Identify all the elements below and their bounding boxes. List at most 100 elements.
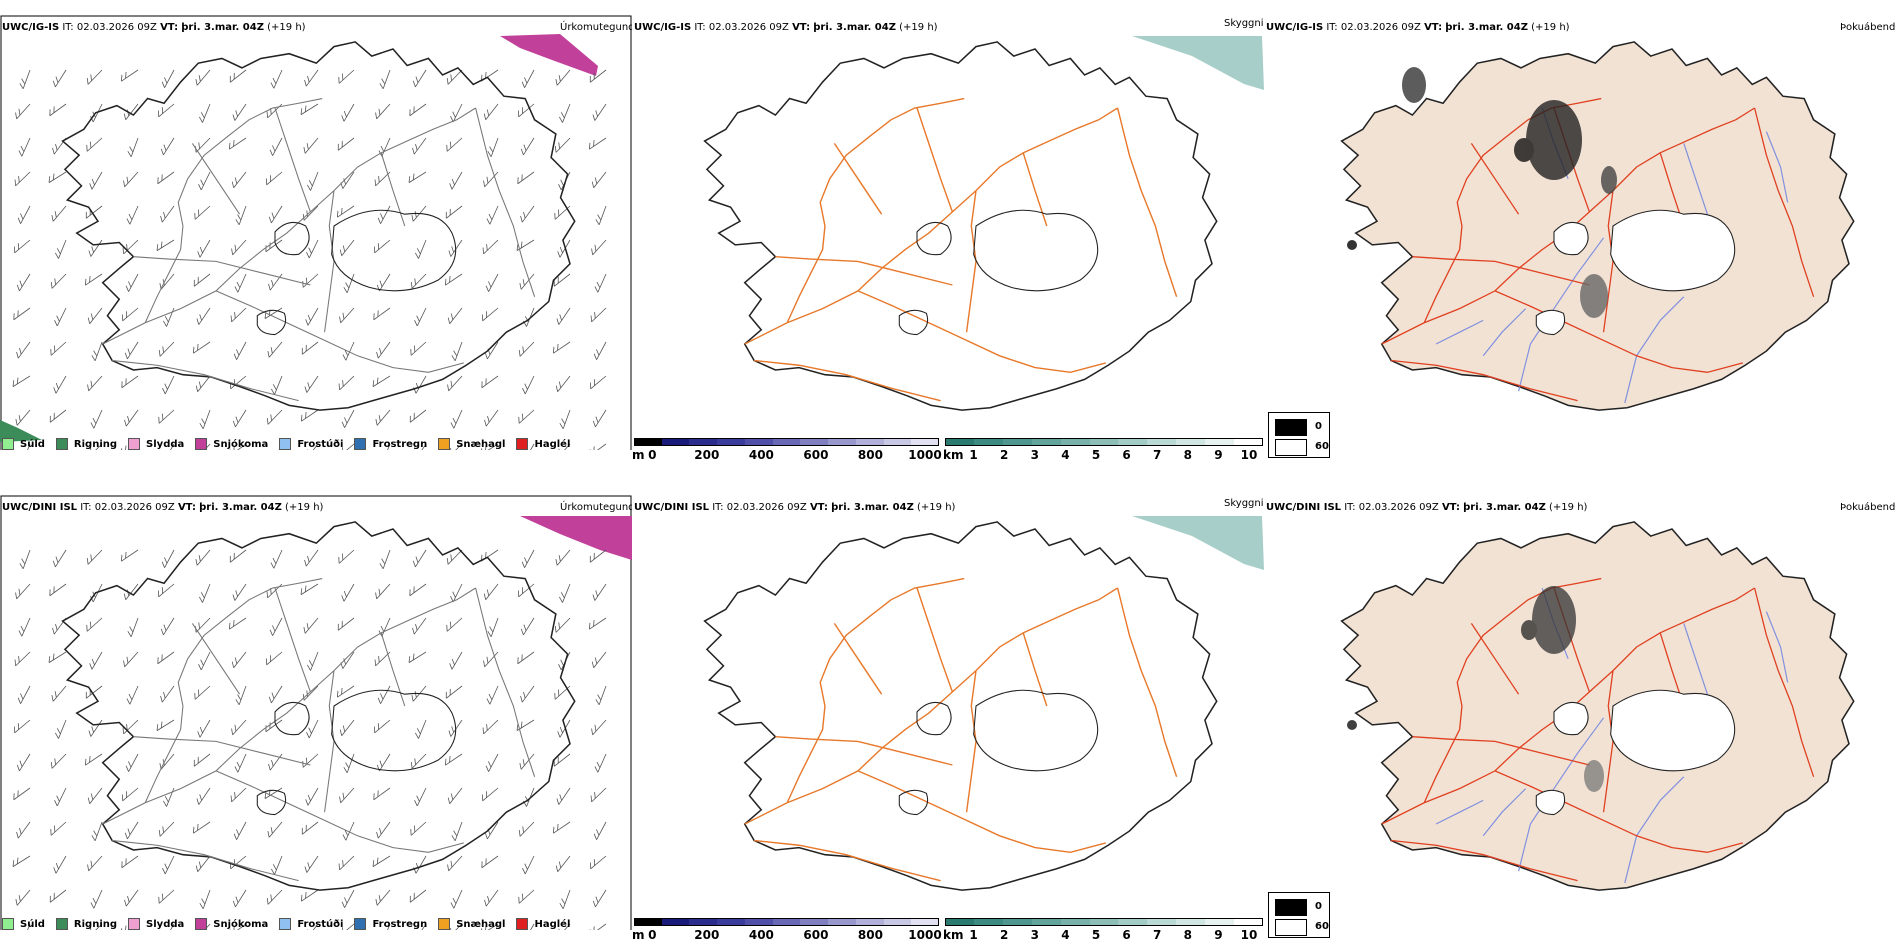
legend-item: Slydda	[128, 438, 184, 450]
wind-barb	[263, 647, 283, 666]
colorbar-tick: 1000	[908, 448, 942, 462]
wind-barb	[263, 100, 283, 119]
visibility-map	[703, 516, 1264, 891]
wind-barb	[339, 581, 355, 602]
wind-barb	[159, 67, 175, 89]
wind-barb	[588, 236, 607, 256]
wind-barb	[409, 134, 427, 155]
fog-index-blobs	[1347, 586, 1604, 792]
wind-barb	[12, 406, 31, 426]
it-label: IT:	[1326, 22, 1338, 33]
panel-header: UWC/IG-IS IT: 02.03.2026 09Z VT: þri. 3.…	[1266, 22, 1570, 33]
lead-time: (+19 h)	[267, 22, 306, 33]
wind-barb	[483, 751, 499, 773]
wind-barb	[518, 134, 535, 156]
wind-barb	[334, 681, 355, 698]
wind-barbs	[9, 545, 607, 930]
wind-barb	[195, 237, 211, 258]
wind-barb	[121, 886, 139, 907]
wind-barb	[590, 580, 607, 601]
wind-barb	[13, 338, 31, 359]
wind-barb	[557, 101, 571, 123]
wind-barb	[268, 67, 283, 89]
wind-barb	[90, 819, 103, 842]
wind-barb	[448, 407, 463, 429]
wind-barb	[300, 134, 319, 154]
it-label: IT:	[712, 502, 724, 513]
colorbar-tick: 2	[1000, 928, 1009, 942]
wind-barb	[586, 133, 607, 150]
wind-barb	[10, 783, 31, 801]
vt-label: VT:	[160, 22, 179, 33]
wind-barb	[553, 852, 571, 873]
wind-barb	[264, 818, 283, 838]
wind-barb	[123, 751, 139, 773]
colorbar-tick: 600	[803, 928, 829, 942]
colorbar-tick: 200	[694, 448, 720, 462]
wind-barb	[554, 304, 571, 325]
wind-barb	[228, 716, 247, 736]
wind-barb	[226, 65, 247, 83]
wind-barb	[303, 785, 319, 806]
colorbar-tick: 0	[648, 928, 657, 942]
wind-barb	[45, 647, 67, 663]
wind-barb	[551, 681, 571, 700]
wind-barb	[48, 750, 67, 769]
wind-barb	[196, 649, 211, 671]
wind-barb	[126, 135, 139, 158]
colorbar-tick: 1000	[908, 928, 942, 942]
legend-swatch	[438, 438, 451, 450]
wind-barb	[84, 546, 103, 565]
wind-barb	[190, 269, 211, 287]
wind-barb	[161, 305, 175, 327]
wind-barb	[11, 168, 31, 187]
colorbar-tick: 4	[1061, 448, 1070, 462]
colorbar-tick: 2	[1000, 448, 1009, 462]
wind-barb	[82, 201, 103, 219]
wind-barb	[192, 546, 211, 566]
colorbar-tick: 6	[1122, 928, 1131, 942]
wind-barb	[298, 817, 319, 835]
wind-barb	[342, 751, 355, 774]
wind-barb	[197, 101, 211, 123]
wind-barb	[155, 885, 175, 904]
wind-barb	[53, 237, 67, 259]
init-time: 02.03.2026 09Z	[76, 22, 157, 33]
legend-item: Snæhagl	[438, 438, 505, 450]
lead-time: (+19 h)	[1549, 502, 1588, 513]
wind-barb	[374, 270, 391, 292]
wind-barb	[517, 202, 535, 223]
wind-barb	[520, 853, 535, 875]
panel-title: Skyggni	[1224, 18, 1264, 29]
wind-barb	[84, 372, 103, 392]
wind-barb	[376, 615, 391, 637]
wind-barb	[412, 305, 427, 327]
legend-label: Snæhagl	[456, 438, 506, 450]
legend-swatch	[279, 438, 292, 450]
colorbar-tick: 1	[969, 448, 978, 462]
legend-label: Slydda	[146, 918, 185, 930]
wind-barb	[591, 339, 607, 361]
wind-barb	[337, 236, 355, 257]
wind-barb	[304, 717, 319, 739]
colorbar-tick: 400	[748, 928, 774, 942]
wind-barb	[374, 750, 391, 772]
precip-panel-0: UWC/IG-IS IT: 02.03.2026 09Z VT: þri. 3.…	[0, 0, 632, 450]
legend-swatch	[354, 918, 367, 930]
wind-barb	[369, 371, 391, 387]
wind-barb	[15, 203, 31, 225]
wind-barb	[229, 168, 247, 189]
valid-time: þri. 3.mar. 04Z	[831, 502, 914, 513]
wind-barb	[519, 547, 535, 569]
wind-barb	[557, 581, 571, 603]
wind-barb	[517, 682, 535, 703]
wind-barb	[118, 851, 139, 869]
colorbar-unit: km	[943, 928, 964, 942]
wind-barb	[409, 614, 427, 635]
wind-barb	[266, 202, 283, 224]
colorbar-unit: m	[632, 448, 645, 462]
wind-barb	[51, 853, 67, 874]
wind-barb	[123, 271, 139, 293]
colorbar-tick: 9	[1214, 928, 1223, 942]
wind-barb	[442, 749, 463, 766]
